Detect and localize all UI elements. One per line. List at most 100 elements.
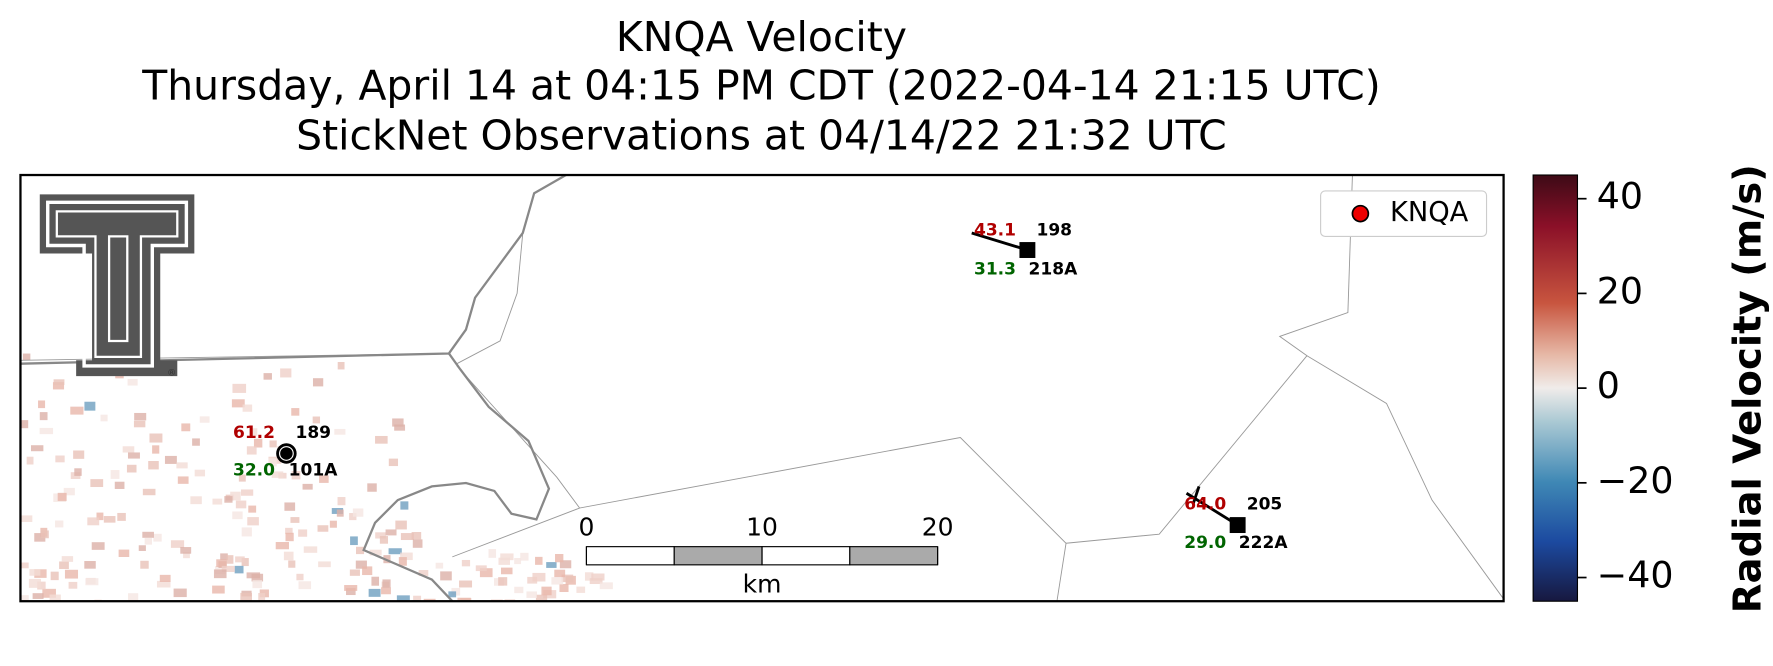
radar-pixel bbox=[312, 416, 321, 424]
station-id: 218A bbox=[1029, 259, 1079, 279]
radar-pixel bbox=[296, 573, 304, 581]
radar-pixel bbox=[318, 561, 331, 568]
radar-pixel bbox=[576, 586, 586, 593]
radar-pixel bbox=[356, 546, 365, 555]
radar-pixel bbox=[291, 471, 301, 480]
radar-pixel bbox=[39, 412, 48, 421]
radar-pixel bbox=[149, 433, 163, 443]
radar-pixel bbox=[181, 423, 191, 432]
radar-pixel bbox=[126, 464, 137, 473]
station-gust: 61.2 bbox=[233, 423, 275, 443]
radar-pixel bbox=[349, 569, 360, 576]
radar-pixel bbox=[212, 498, 223, 505]
radar-pixel bbox=[241, 527, 252, 537]
radar-pixel bbox=[153, 533, 162, 542]
radar-pixel bbox=[96, 512, 104, 521]
radar-pixel bbox=[362, 566, 373, 576]
radar-pixel bbox=[73, 450, 85, 459]
radar-pixel bbox=[192, 607, 200, 614]
radar-pixel bbox=[232, 511, 243, 520]
map-frame bbox=[19, 173, 1505, 603]
station-id: 101A bbox=[289, 461, 339, 481]
border bbox=[456, 232, 524, 365]
radar-pixel bbox=[383, 602, 396, 610]
radar-pixel bbox=[290, 517, 300, 523]
radar-pixel bbox=[21, 420, 29, 429]
radar-pixel bbox=[110, 470, 120, 479]
radar-pixel bbox=[22, 353, 31, 361]
radar-pixel bbox=[127, 378, 138, 386]
radar-pixel bbox=[275, 542, 289, 550]
radar-pixel bbox=[125, 602, 138, 609]
radar-pixel bbox=[385, 529, 397, 536]
radar-pixel bbox=[520, 552, 529, 561]
station-id: 222A bbox=[1239, 533, 1289, 553]
radar-pixel bbox=[39, 427, 54, 435]
radar-pixel bbox=[224, 496, 233, 503]
radar-pixel bbox=[396, 595, 410, 602]
radar-pixel bbox=[500, 567, 513, 575]
radar-pixel bbox=[240, 592, 252, 601]
radar-pixel bbox=[20, 515, 33, 522]
scale-segment bbox=[585, 546, 675, 566]
radar-pixel bbox=[280, 368, 292, 378]
radar-pixel bbox=[423, 598, 436, 602]
border bbox=[456, 365, 1067, 602]
radar-pixel bbox=[220, 553, 228, 561]
radar-pixel bbox=[337, 362, 345, 370]
radar-pixel bbox=[258, 593, 266, 602]
border bbox=[1065, 175, 1353, 544]
radar-pixel bbox=[337, 497, 346, 506]
legend-box bbox=[1320, 190, 1488, 237]
figure: KNQA Velocity Thursday, April 14 at 04:1… bbox=[19, 13, 1771, 614]
observation-time: StickNet Observations at 04/14/22 21:32 … bbox=[296, 112, 1227, 160]
radar-pixel bbox=[554, 569, 566, 578]
radar-pixel bbox=[50, 571, 59, 581]
radar-pixel bbox=[352, 508, 364, 517]
radar-pixel bbox=[388, 548, 402, 555]
radar-pixel bbox=[74, 468, 82, 476]
radar-pixel bbox=[142, 488, 156, 496]
title: KNQA Velocity bbox=[616, 13, 907, 61]
radar-pixel bbox=[176, 462, 188, 469]
radar-pixel bbox=[30, 445, 44, 452]
radar-layer bbox=[20, 353, 613, 614]
radar-pixel bbox=[303, 546, 318, 553]
radar-pixel bbox=[319, 475, 329, 483]
radar-pixel bbox=[42, 588, 56, 598]
colorbar-tick-label: −40 bbox=[1597, 554, 1674, 597]
radar-pixel bbox=[223, 602, 235, 611]
radar-pixel bbox=[413, 595, 422, 602]
radar-pixel bbox=[148, 461, 159, 470]
radar-pixel bbox=[252, 580, 263, 589]
radar-pixel bbox=[368, 588, 381, 597]
legend-marker bbox=[1351, 204, 1370, 223]
radar-pixel bbox=[284, 502, 296, 511]
stations: 61.2 189 32.0 101A 43.1 198 31.3 218A 64.0 205 29.… bbox=[233, 221, 1288, 554]
radar-pixel bbox=[249, 428, 258, 436]
radar-pixel bbox=[29, 569, 41, 576]
radar-pixel bbox=[375, 532, 386, 539]
radar-pixel bbox=[392, 418, 404, 427]
radar-pixel bbox=[591, 573, 605, 581]
radar-pixel bbox=[479, 568, 493, 578]
radar-pixel bbox=[570, 608, 582, 614]
radar-pixel bbox=[59, 561, 69, 569]
radar-pixel bbox=[285, 532, 294, 542]
radar-pixel bbox=[317, 525, 329, 532]
radar-pixel bbox=[283, 551, 294, 561]
radar-pixel bbox=[382, 579, 391, 588]
radar-pixel bbox=[298, 529, 308, 537]
legend-label: KNQA bbox=[1390, 197, 1469, 228]
radar-pixel bbox=[235, 556, 245, 563]
radar-pixel bbox=[514, 558, 522, 565]
radar-pixel bbox=[527, 576, 538, 584]
radar-pixel bbox=[213, 569, 227, 579]
radar-pixel bbox=[118, 549, 130, 557]
radar-pixel bbox=[344, 585, 358, 591]
border bbox=[452, 507, 580, 558]
radar-pixel bbox=[559, 560, 572, 569]
subtitle: Thursday, April 14 at 04:15 PM CDT (2022… bbox=[141, 62, 1380, 110]
radar-pixel bbox=[55, 455, 65, 463]
radar-pixel bbox=[329, 520, 337, 528]
